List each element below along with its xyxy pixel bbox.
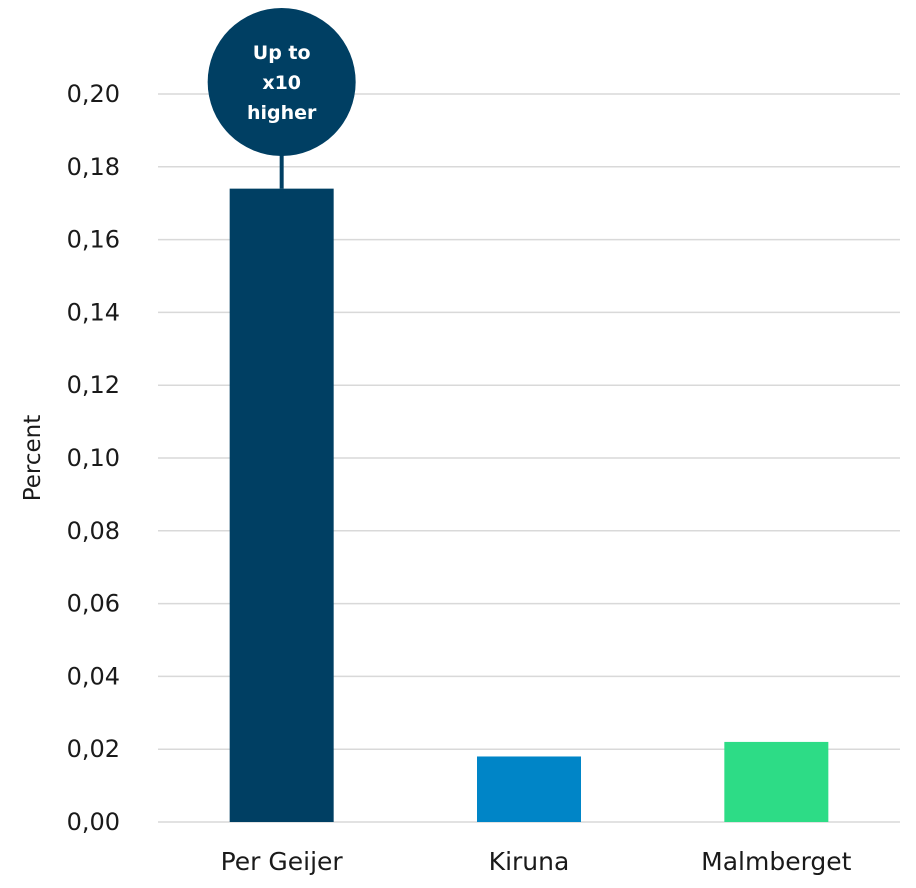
y-axis-tick-labels: 0,00 0,02 0,04 0,06 0,08 0,10 0,12 0,14 0,16 0,18… — [67, 80, 120, 836]
y-axis-title: Percent — [20, 415, 46, 502]
y-tick-label: 0,08 — [67, 517, 120, 545]
y-tick-label: 0,18 — [67, 153, 120, 181]
y-tick-label: 0,14 — [67, 298, 120, 326]
y-tick-label: 0,04 — [67, 662, 120, 690]
callout: Up to x10 higher — [207, 8, 356, 189]
y-tick-label: 0,12 — [67, 371, 120, 399]
y-tick-label: 0,20 — [67, 80, 120, 108]
x-axis-category-labels: Per Geijer Kiruna Malmberget — [221, 847, 852, 876]
x-category-label: Kiruna — [489, 847, 570, 876]
bar — [724, 741, 829, 822]
y-tick-label: 0,06 — [67, 590, 120, 618]
callout-text-line: x10 — [262, 72, 301, 94]
bar — [229, 188, 334, 822]
y-tick-label: 0,16 — [67, 226, 120, 254]
callout-text-line: higher — [247, 102, 317, 124]
y-tick-label: 0,10 — [67, 444, 120, 472]
x-category-label: Per Geijer — [221, 847, 344, 876]
bar — [477, 756, 581, 822]
bars — [229, 188, 829, 822]
x-category-label: Malmberget — [701, 847, 852, 876]
y-tick-label: 0,02 — [67, 735, 120, 763]
y-tick-label: 0,00 — [67, 808, 120, 836]
callout-circle — [207, 8, 356, 156]
callout-text-line: Up to — [253, 42, 311, 64]
